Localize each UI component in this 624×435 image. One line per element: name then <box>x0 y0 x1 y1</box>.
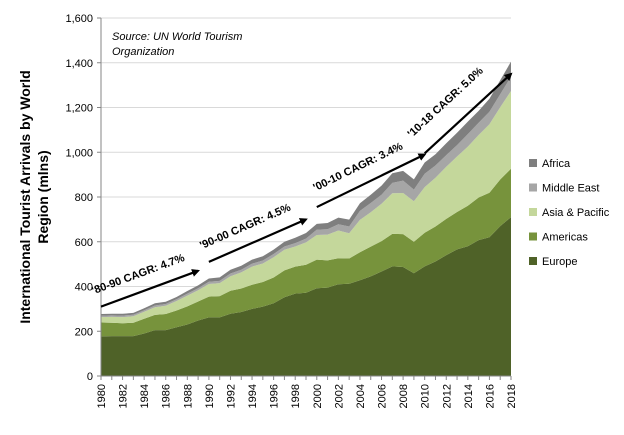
y-tick-label: 600 <box>75 237 93 249</box>
x-tick-label: 2012 <box>441 384 453 408</box>
x-tick-label: 1980 <box>96 384 108 408</box>
x-tick-label: 2010 <box>420 384 432 408</box>
x-tick-label: 2004 <box>355 384 367 408</box>
area-europe <box>101 217 511 376</box>
cagr-arrow <box>423 72 513 155</box>
x-tick-label: 2016 <box>484 384 496 408</box>
legend: Africa Middle East Asia & Pacific Americas E… <box>529 158 610 268</box>
source-note-line: Organization <box>112 46 174 58</box>
legend-label: Europe <box>542 256 577 268</box>
x-tick-label: 1988 <box>182 384 194 408</box>
axes <box>97 17 512 380</box>
x-tick-label: 1994 <box>247 384 259 408</box>
legend-label: Africa <box>542 158 571 170</box>
y-axis-label: International Tourist Arrivals by World R… <box>17 70 51 323</box>
legend-swatch <box>529 232 537 241</box>
area-americas <box>101 168 511 337</box>
y-tick-label: 1,400 <box>65 58 93 70</box>
legend-label: Americas <box>542 232 588 244</box>
legend-swatch <box>529 183 537 192</box>
cagr-label: '80-90 CAGR: 4.7% <box>90 252 186 297</box>
x-tick-label: 1992 <box>225 384 237 408</box>
x-tick-label: 1984 <box>139 384 151 408</box>
x-tick-label: 2002 <box>333 384 345 408</box>
x-tick-labels: 1980 1982 1984 1986 1988 1990 1992 1994 1996 1998… <box>96 384 518 408</box>
x-tick-label: 1990 <box>204 384 216 408</box>
y-axis-label-line: Region (mlns) <box>35 150 51 243</box>
area-asia-pacific <box>101 90 511 324</box>
legend-label: Asia & Pacific <box>542 207 610 219</box>
x-tick-label: 1986 <box>161 384 173 408</box>
y-tick-label: 1,200 <box>65 103 93 115</box>
legend-label: Middle East <box>542 183 599 195</box>
x-tick-label: 2006 <box>377 384 389 408</box>
x-tick-label: 2014 <box>463 384 475 408</box>
cagr-arrow <box>208 218 308 263</box>
legend-swatch <box>529 159 537 167</box>
y-tick-label: 400 <box>75 282 93 294</box>
y-tick-label: 200 <box>75 326 93 338</box>
y-axis-label-line: International Tourist Arrivals by World <box>17 70 33 323</box>
x-tick-label: 1996 <box>269 384 281 408</box>
y-tick-label: 1,000 <box>65 147 93 159</box>
cagr-label: '90-00 CAGR: 4.5% <box>198 202 293 252</box>
y-tick-labels: 0 200 400 600 800 1,000 1,200 1,400 1,600 <box>65 13 93 383</box>
x-tick-label: 1982 <box>118 384 130 408</box>
source-note-line: Source: UN World Tourism <box>112 31 242 43</box>
y-tick-label: 0 <box>87 371 93 383</box>
x-tick-label: 1998 <box>290 384 302 408</box>
x-tick-label: 2008 <box>398 384 410 408</box>
cagr-arrow <box>316 153 427 209</box>
legend-swatch <box>529 208 537 216</box>
cagr-arrow <box>100 269 200 308</box>
legend-swatch <box>529 257 537 265</box>
stacked-areas <box>101 61 511 376</box>
y-tick-label: 800 <box>75 192 93 204</box>
x-tick-label: 2000 <box>312 384 324 408</box>
source-note: Source: UN World Tourism Organization <box>112 31 242 58</box>
x-tick-label: 2018 <box>506 384 518 408</box>
y-tick-label: 1,600 <box>65 13 93 25</box>
